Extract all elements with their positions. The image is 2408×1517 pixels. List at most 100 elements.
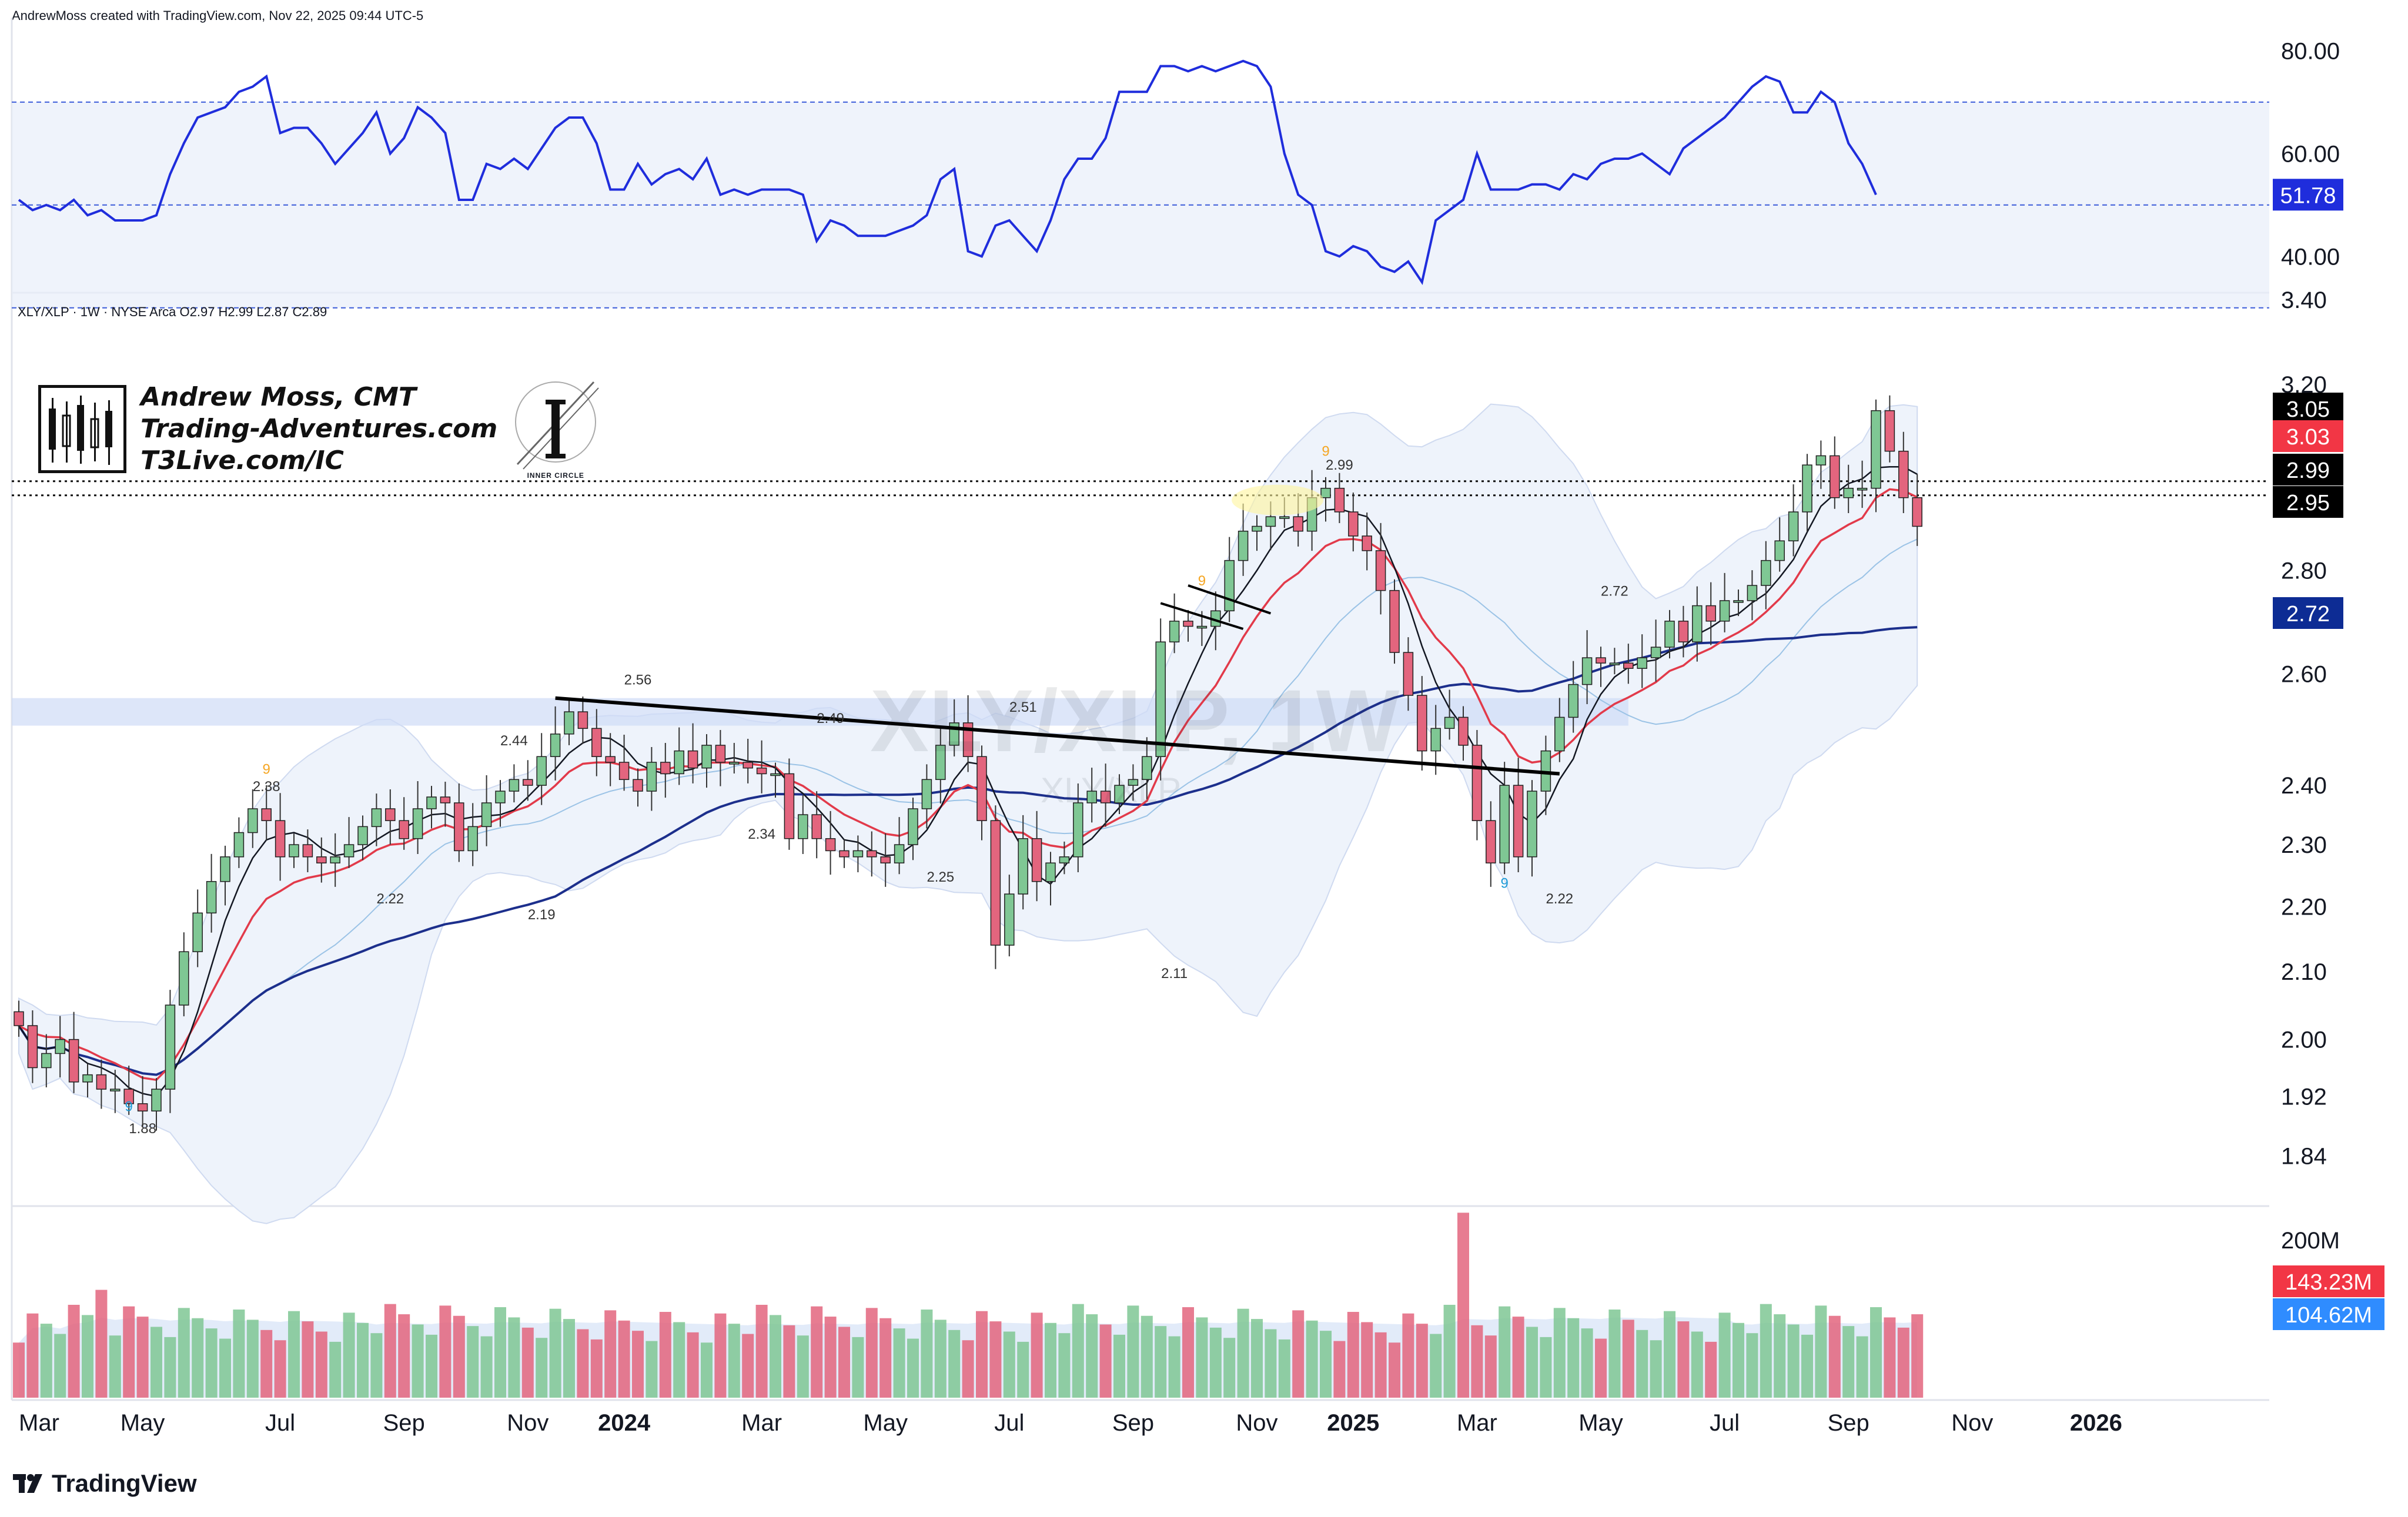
candle-body (454, 802, 464, 852)
price-tick-label: 2.30 (2281, 832, 2327, 858)
candle-body (1761, 560, 1771, 586)
tradingview-footer[interactable]: TradingView (13, 1469, 197, 1498)
watermark-subtitle: XLY/XLP (1041, 771, 1182, 810)
price-tick-label: 3.40 (2281, 287, 2327, 313)
price-annotation: 2.25 (927, 869, 954, 885)
time-axis-label: Jul (1710, 1410, 1740, 1436)
candle-body (701, 745, 712, 769)
price-annotation: 2.38 (253, 779, 280, 795)
volume-bar (1072, 1304, 1084, 1398)
volume-bar (1581, 1328, 1593, 1398)
volume-bar (1567, 1318, 1580, 1398)
volume-bar (962, 1340, 974, 1398)
candle-body (1596, 657, 1606, 664)
candle-body (1692, 605, 1703, 642)
candle-body (550, 734, 561, 757)
volume-bar (1471, 1325, 1483, 1398)
candle-body (811, 814, 822, 839)
volume-bar (288, 1311, 300, 1398)
volume-bar (604, 1310, 617, 1398)
candle-body (770, 773, 781, 776)
volume-bar (1828, 1315, 1841, 1398)
candle-body (1128, 779, 1139, 786)
volume-bar (150, 1327, 162, 1398)
volume-bar (1209, 1327, 1222, 1398)
price-tag-label: 3.03 (2286, 425, 2330, 450)
volume-bar (1223, 1338, 1236, 1398)
volume-bar (646, 1341, 658, 1398)
volume-bar (343, 1312, 355, 1398)
price-tick-label: 2.60 (2281, 661, 2327, 687)
candle-body (605, 756, 616, 763)
volume-bar (701, 1342, 713, 1398)
candle-body (467, 826, 478, 852)
candle-body (1293, 516, 1303, 532)
volume-pane: 200M 143.23M 104.62M (13, 1213, 2384, 1398)
candle-body (1884, 410, 1895, 452)
candle-body (894, 844, 905, 863)
candle-body (618, 762, 630, 781)
time-axis-label: 2025 (1327, 1410, 1379, 1436)
volume-bar (412, 1324, 424, 1398)
candle-body (41, 1053, 52, 1069)
candle-body (385, 808, 396, 821)
candle-body (715, 745, 726, 763)
volume-bar (549, 1308, 561, 1398)
candle-body (976, 756, 987, 821)
candle-body (495, 791, 506, 803)
candle-body (302, 844, 313, 858)
volume-bar (494, 1307, 506, 1398)
volume-bar (1003, 1331, 1015, 1398)
candle-body (179, 951, 189, 1006)
volume-bar (1636, 1330, 1648, 1398)
td-marker: 9 (263, 761, 270, 777)
volume-bar (838, 1327, 850, 1398)
candle-body (852, 850, 864, 858)
candle-body (1499, 785, 1510, 863)
candle-body (1843, 487, 1854, 498)
candle-body (1045, 862, 1056, 882)
volume-bar (783, 1325, 795, 1398)
volume-bar (521, 1327, 534, 1398)
inner-circle-caption: INNER CIRCLE (527, 471, 584, 480)
candle-body (577, 711, 588, 729)
price-tick-label: 2.40 (2281, 773, 2327, 799)
candle-body (1444, 716, 1455, 729)
candle-body (192, 912, 203, 952)
candle-body (1513, 785, 1524, 858)
candle-body (1774, 540, 1785, 561)
price-tag (2273, 393, 2343, 424)
price-annotation: 2.49 (817, 711, 844, 726)
candle-body (1802, 464, 1812, 513)
candle-body (674, 750, 684, 775)
volume-bar (453, 1315, 465, 1398)
candle-body (1348, 511, 1359, 537)
volume-bar (1553, 1308, 1566, 1398)
candle-body (96, 1074, 107, 1090)
candle-body (1389, 590, 1400, 653)
time-axis-label: May (863, 1410, 908, 1436)
volume-bar (109, 1335, 121, 1398)
inner-circle-icon (515, 381, 599, 470)
volume-bar (1718, 1312, 1731, 1398)
candle-body (357, 826, 368, 845)
volume-bar (1196, 1317, 1208, 1398)
volume-bar (1760, 1304, 1772, 1398)
volume-bar (1884, 1317, 1896, 1398)
candle-body (1678, 621, 1689, 642)
time-axis-label: 2026 (2070, 1410, 2122, 1436)
volume-bar (976, 1311, 988, 1398)
candle-body (440, 796, 451, 803)
candle-body (660, 762, 671, 775)
candle-body (1334, 487, 1345, 513)
volume-bar (577, 1329, 589, 1398)
volume-bar (1733, 1322, 1744, 1398)
volume-bar (1815, 1305, 1827, 1398)
volume-bar (659, 1312, 671, 1398)
volume-bar (1897, 1327, 1909, 1398)
candle-body (220, 856, 230, 882)
price-tag-label: 3.05 (2286, 397, 2330, 422)
flag-line (1188, 584, 1272, 615)
volume-bar (563, 1319, 575, 1398)
